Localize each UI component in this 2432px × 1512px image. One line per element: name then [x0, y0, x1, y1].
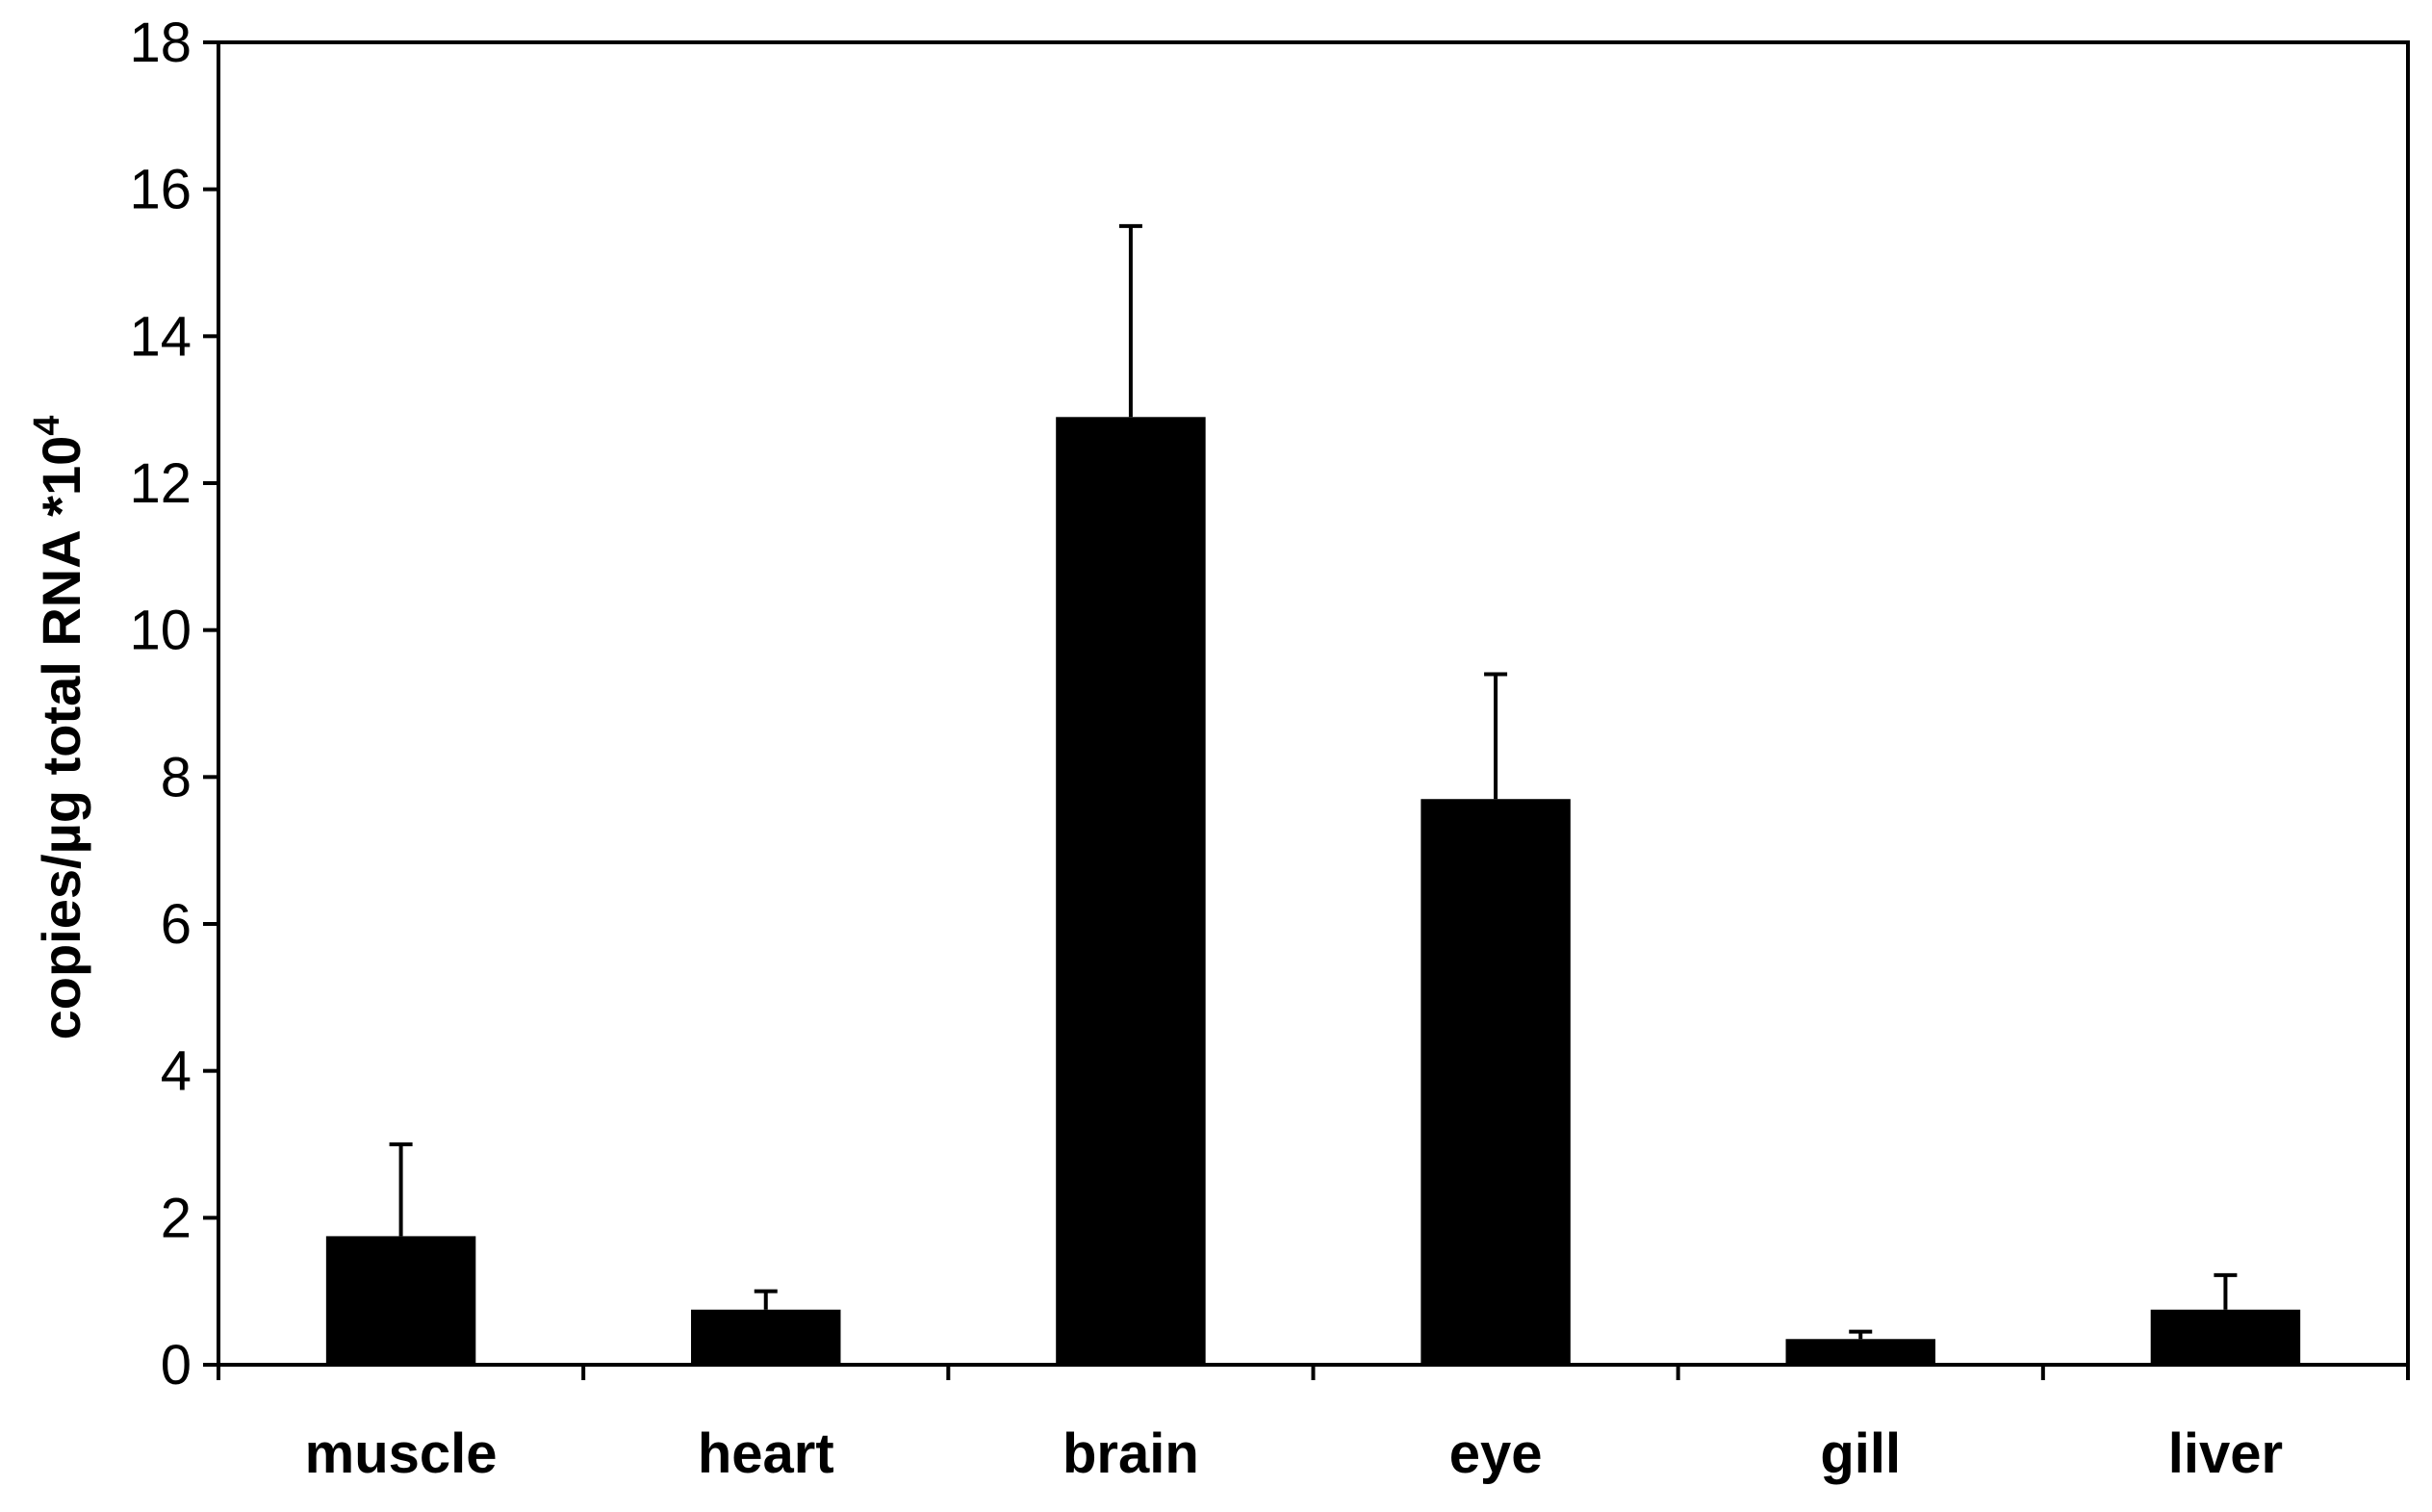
- y-axis-title-text: copies/µg total RNA *10: [31, 436, 91, 1040]
- bar-muscle: [325, 1236, 476, 1365]
- x-label-muscle: muscle: [305, 1422, 498, 1485]
- y-tick-label: 8: [161, 746, 192, 808]
- y-axis-title: copies/µg total RNA *104: [27, 416, 91, 1040]
- x-label-gill: gill: [1820, 1422, 1901, 1485]
- y-axis-ticks: [203, 40, 218, 1367]
- y-tick-label: 2: [161, 1187, 192, 1249]
- bar-liver: [2150, 1309, 2301, 1365]
- error-bars-layer: [389, 223, 2238, 1340]
- x-label-brain: brain: [1062, 1422, 1199, 1485]
- bar-eye: [1421, 799, 1571, 1365]
- bar-gill: [1785, 1339, 1935, 1365]
- x-axis-ticks: [217, 1365, 2410, 1380]
- x-axis-category-labels: muscle heart brain eye gill liver: [305, 1422, 2283, 1485]
- x-label-eye: eye: [1449, 1422, 1543, 1485]
- y-tick-label: 4: [161, 1040, 192, 1103]
- y-tick-label: 6: [161, 893, 192, 956]
- y-tick-label: 14: [129, 305, 192, 368]
- plot-area-frame: [217, 40, 2410, 1367]
- x-label-heart: heart: [698, 1422, 834, 1485]
- y-tick-label: 18: [129, 12, 192, 74]
- y-axis-tick-labels: 0 2 4 6 8 10 12 14 16 18: [129, 12, 192, 1397]
- y-tick-label: 0: [161, 1334, 192, 1397]
- y-tick-label: 16: [129, 159, 192, 221]
- bar-brain: [1056, 417, 1206, 1365]
- y-axis-title-exponent: 4: [27, 416, 67, 436]
- bar-heart: [691, 1309, 841, 1365]
- x-label-liver: liver: [2168, 1422, 2283, 1485]
- y-tick-label: 10: [129, 600, 192, 662]
- bars-layer: [325, 417, 2301, 1365]
- y-tick-label: 12: [129, 452, 192, 515]
